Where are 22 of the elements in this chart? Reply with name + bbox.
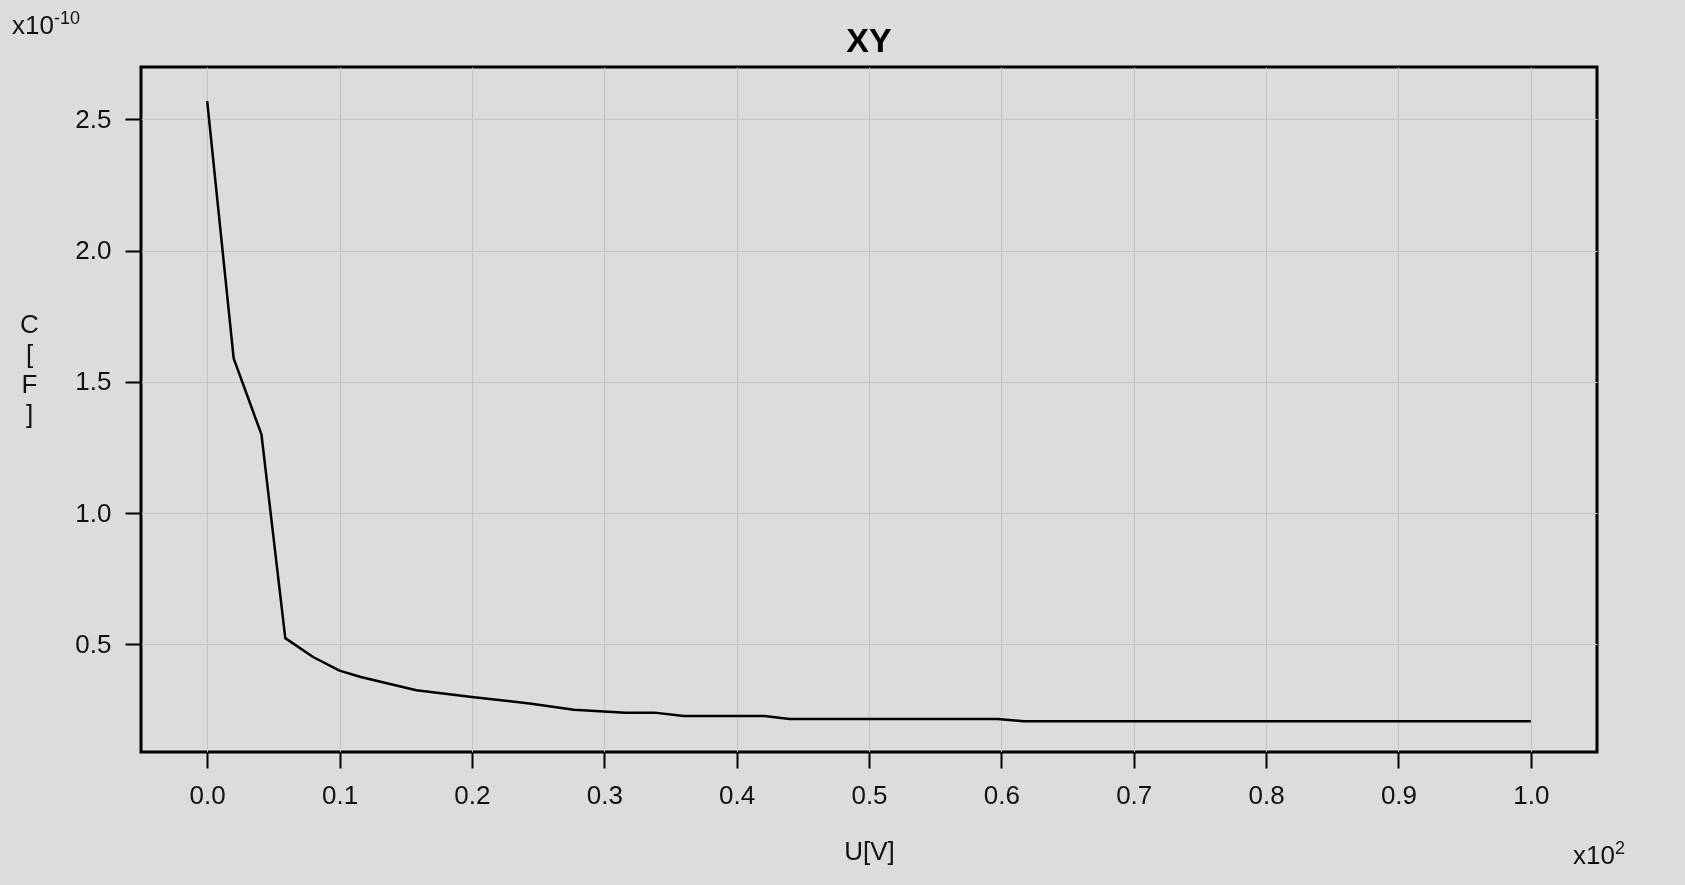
x-tick-label: 0.5	[851, 779, 888, 810]
line-series	[205, 99, 1533, 723]
x-tick-label: 0.9	[1380, 779, 1418, 810]
y-tick-label: 0.5	[75, 628, 112, 659]
x-tick-label: 0.7	[1116, 779, 1153, 810]
y-tick-label: 2.5	[75, 103, 112, 134]
x-tick-label: 0.4	[719, 779, 756, 810]
y-tick-label: 1.0	[75, 497, 112, 528]
x-tick-label: 0.3	[586, 779, 623, 810]
x-tick-label: 0.1	[321, 779, 359, 810]
x-axis-title: U[V]	[844, 835, 895, 866]
x-tick-label: 0.6	[983, 779, 1020, 810]
x-tick-label: 1.0	[1513, 779, 1550, 810]
x-tick-label: 0.2	[454, 779, 491, 810]
text: x10$^{-10}$	[12, 8, 80, 41]
y-axis-title: C [F]	[20, 308, 39, 429]
x-tick-label: 0.0	[189, 779, 226, 810]
chart-title: XY	[846, 21, 892, 59]
text: x10$^{2}$	[1573, 838, 1625, 871]
y-tick-label: 1.5	[75, 366, 112, 397]
y-tick-label: 2.0	[75, 235, 112, 266]
x-tick-label: 0.8	[1248, 779, 1285, 810]
